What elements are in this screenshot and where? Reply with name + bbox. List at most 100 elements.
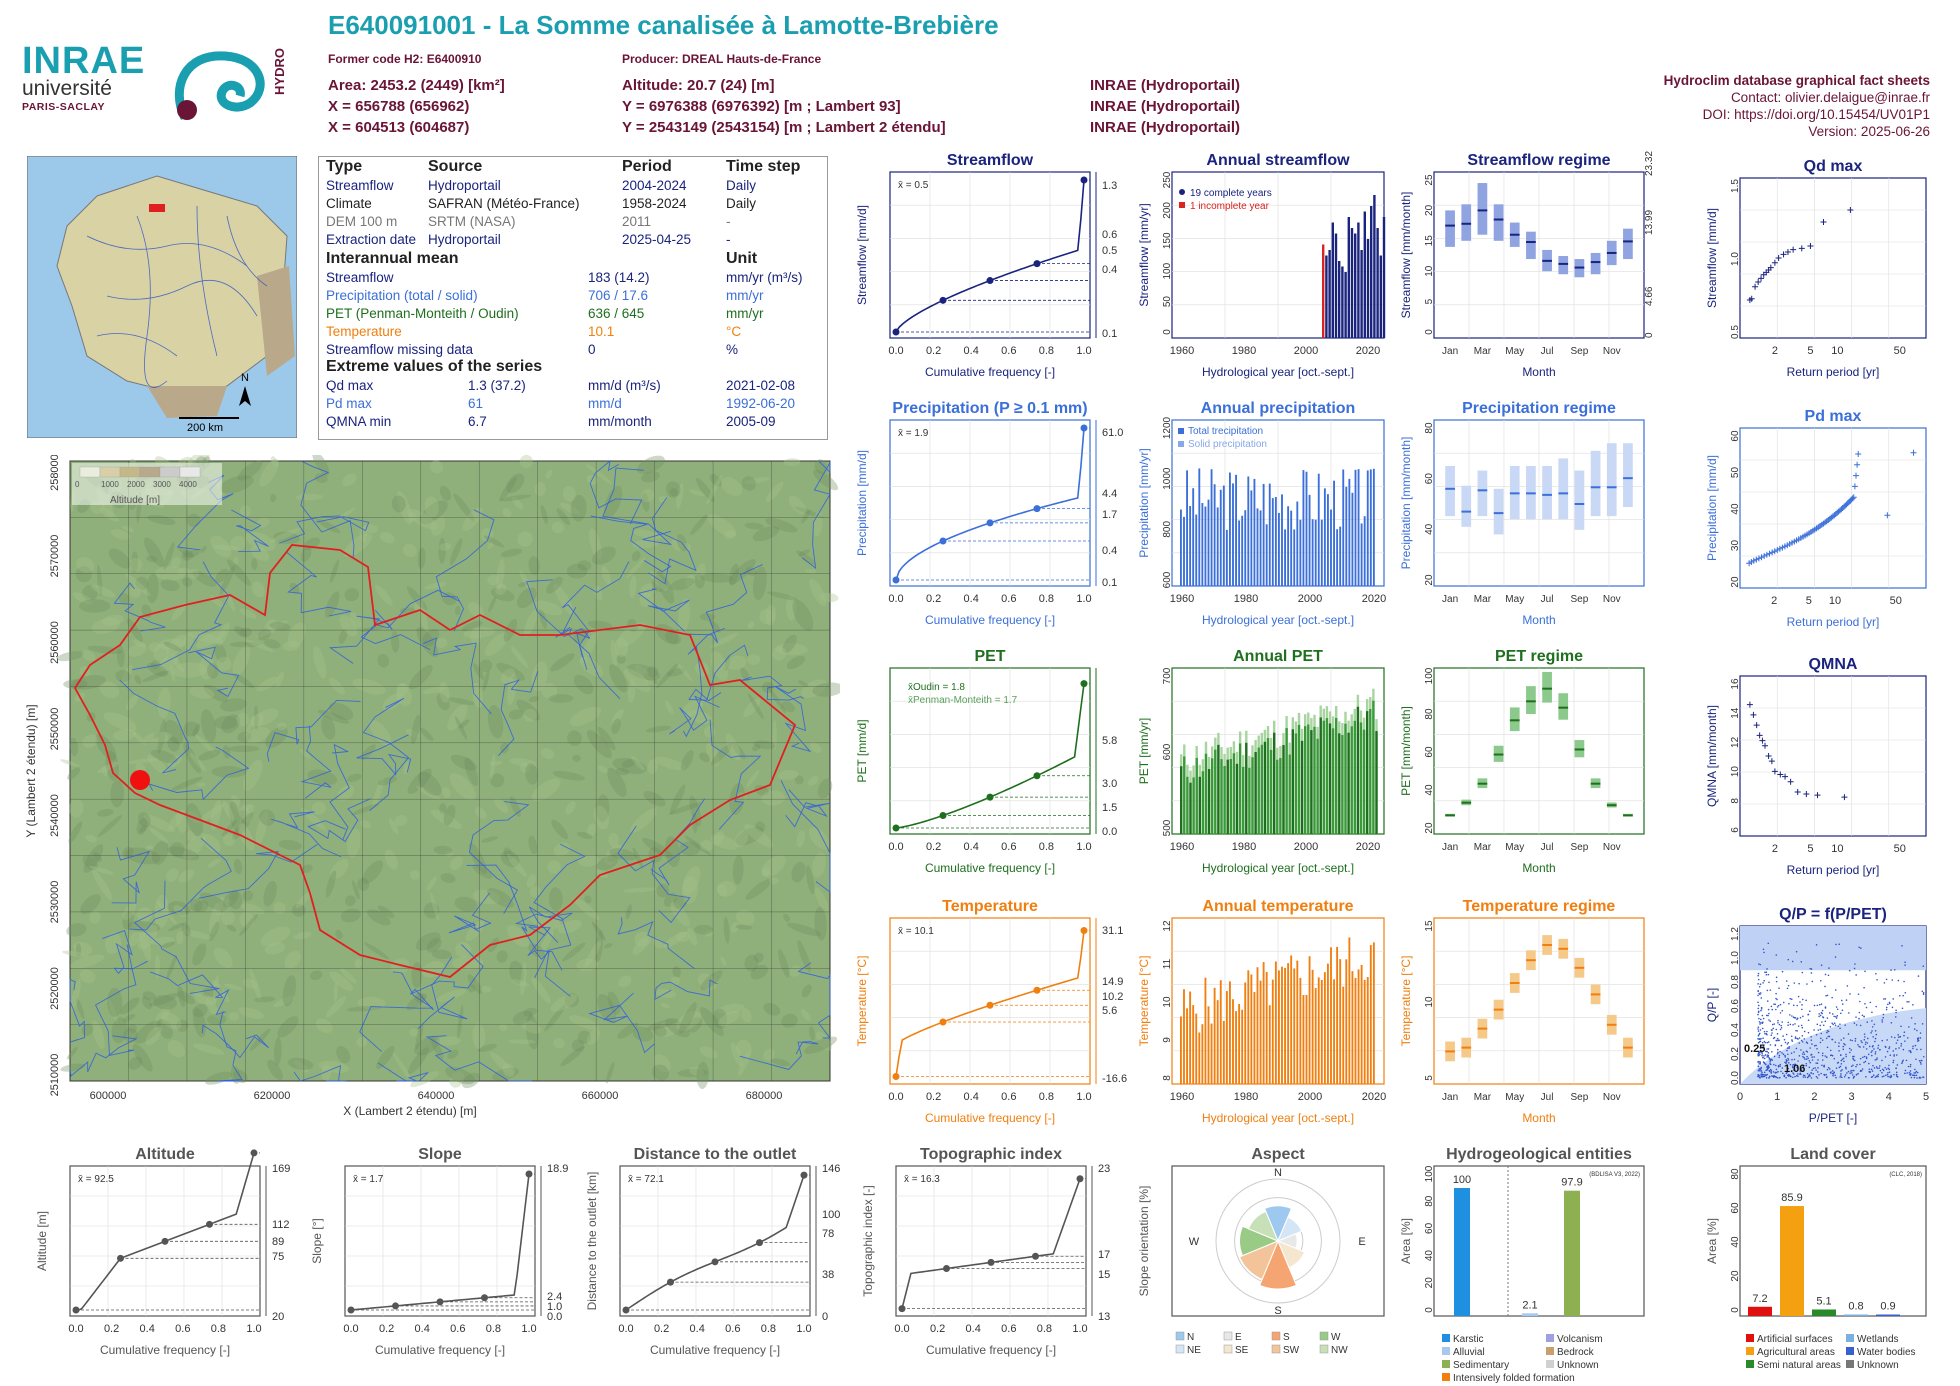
y-tick: 100	[1162, 262, 1173, 279]
scatter-point	[1785, 980, 1788, 982]
relief-patch	[567, 730, 582, 746]
scatter-point	[1801, 1026, 1804, 1029]
chart-title: Aspect	[1251, 1146, 1305, 1163]
relief-patch	[168, 809, 185, 831]
scatter-point	[1857, 1044, 1859, 1046]
relief-patch	[580, 631, 599, 663]
relief-patch	[267, 1059, 283, 1081]
scatter-point	[1886, 1039, 1888, 1041]
scatter-point	[1863, 1061, 1865, 1064]
y-axis-title: Temperature [°C]	[1399, 956, 1413, 1047]
chart-title: Qd max	[1804, 158, 1863, 175]
scatter-point	[1910, 1017, 1913, 1019]
relief-patch	[221, 819, 238, 837]
relief-patch	[809, 741, 822, 754]
scatter-point	[1798, 982, 1800, 985]
y-tick: 15	[1424, 920, 1435, 932]
relief-patch	[720, 477, 743, 497]
relief-patch	[528, 696, 539, 703]
relief-patch	[657, 1019, 680, 1038]
legend-swatch	[1746, 1334, 1754, 1342]
x-tick: 0.6	[1001, 345, 1016, 357]
x-tick: Sep	[1571, 842, 1589, 853]
scatter-point	[1886, 1073, 1889, 1076]
relief-patch	[551, 521, 564, 534]
scatter-point	[1805, 999, 1807, 1002]
scatter-point	[1766, 1000, 1769, 1002]
scatter-point	[1807, 1031, 1810, 1034]
relief-patch	[775, 643, 808, 656]
bar	[1290, 510, 1293, 586]
scatter-point	[1864, 1036, 1866, 1038]
relief-patch	[171, 662, 208, 678]
scatter-point	[1850, 1071, 1853, 1074]
x-axis-title: Cumulative frequency [-]	[925, 861, 1055, 875]
relief-patch	[155, 565, 186, 581]
y-tick: 10	[1162, 996, 1173, 1008]
right-tick: 13.99	[1644, 210, 1655, 235]
relief-patch	[707, 514, 737, 538]
scale-label: 200 km	[187, 422, 223, 434]
y-tick: 40	[1424, 784, 1435, 796]
relief-patch	[664, 700, 674, 715]
relief-patch	[407, 512, 417, 522]
bar	[1313, 726, 1316, 834]
scatter-point	[1883, 1075, 1885, 1077]
relief-patch	[798, 549, 811, 556]
scatter-point	[1897, 1034, 1899, 1036]
x-axis-title: Month	[1522, 861, 1555, 875]
bar	[1238, 1004, 1241, 1084]
scatter-point	[1817, 1059, 1819, 1061]
scatter-point	[1758, 1021, 1761, 1023]
bar	[1281, 494, 1283, 586]
relief-patch	[253, 705, 259, 730]
relief-patch	[200, 545, 207, 554]
scatter-point	[1878, 1065, 1881, 1067]
scatter-point	[1910, 1076, 1913, 1079]
y-tick: 0.8	[1730, 975, 1741, 989]
scatter-point	[1759, 1061, 1761, 1064]
relief-patch	[200, 709, 217, 743]
relief-patch	[239, 799, 246, 825]
relief-patch	[708, 619, 722, 633]
relief-patch	[449, 1071, 465, 1088]
relief-patch	[157, 638, 186, 650]
relief-patch	[500, 668, 515, 684]
chart-title: Annual streamflow	[1206, 152, 1350, 169]
scatter-point	[1805, 1058, 1808, 1061]
x-axis-title: Cumulative frequency [-]	[925, 613, 1055, 627]
relief-patch	[577, 560, 592, 571]
legend-label: NE	[1187, 1345, 1201, 1356]
scatter-point	[1877, 1047, 1879, 1049]
info-cell: Daily	[726, 178, 757, 193]
scatter-point	[1809, 1047, 1811, 1049]
bar	[1278, 970, 1280, 1084]
relief-patch	[676, 1010, 702, 1031]
scatter-point	[1762, 1037, 1764, 1039]
legend-label: Alluvial	[1453, 1347, 1485, 1358]
scatter-point	[1839, 1012, 1842, 1015]
relief-patch	[314, 473, 328, 483]
bar	[1366, 470, 1369, 586]
relief-patch	[665, 1018, 690, 1038]
info-cell: 1958-2024	[622, 196, 687, 211]
right-tick: 0.0	[1102, 826, 1117, 838]
relief-patch	[251, 558, 258, 571]
scatter-point	[1811, 1059, 1814, 1061]
bar	[1302, 995, 1305, 1084]
mean-label: x̄ = 0.5	[898, 180, 929, 191]
scatter-point	[1883, 998, 1885, 1000]
relief-patch	[275, 671, 284, 688]
scatter-point	[1757, 989, 1760, 992]
scatter-point	[1840, 1070, 1842, 1072]
scatter-point	[1874, 1051, 1877, 1053]
relief-patch	[270, 456, 279, 468]
relief-patch	[229, 641, 261, 648]
plot-frame	[1739, 1165, 1927, 1317]
bar	[1279, 758, 1282, 834]
relief-patch	[415, 1023, 424, 1050]
scatter-point	[1852, 1064, 1854, 1067]
y-tick: 50	[1162, 296, 1173, 308]
right-tick: 75	[272, 1251, 284, 1263]
bar	[1876, 1314, 1900, 1316]
